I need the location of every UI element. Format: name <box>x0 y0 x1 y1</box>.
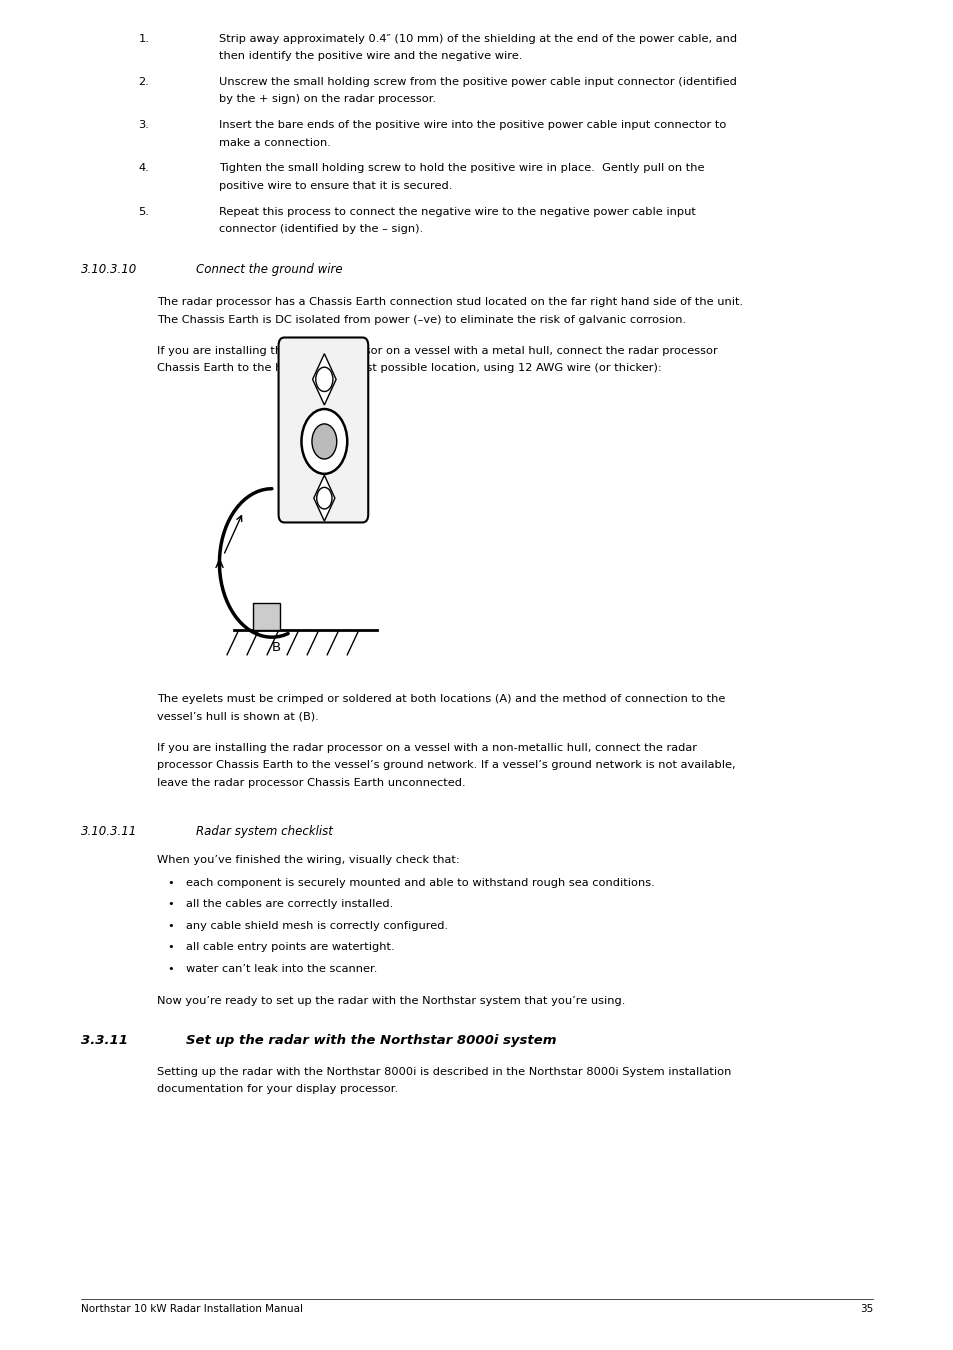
Text: Repeat this process to connect the negative wire to the negative power cable inp: Repeat this process to connect the negat… <box>219 207 696 216</box>
Text: A: A <box>214 516 241 571</box>
Text: •: • <box>167 964 173 973</box>
Text: Setting up the radar with the Northstar 8000i is described in the Northstar 8000: Setting up the radar with the Northstar … <box>157 1066 731 1076</box>
Text: by the + sign) on the radar processor.: by the + sign) on the radar processor. <box>219 95 436 104</box>
Circle shape <box>301 409 347 474</box>
Text: The radar processor has a Chassis Earth connection stud located on the far right: The radar processor has a Chassis Earth … <box>157 297 742 306</box>
Text: any cable shield mesh is correctly configured.: any cable shield mesh is correctly confi… <box>186 921 448 930</box>
Text: If you are installing the radar processor on a vessel with a non-metallic hull, : If you are installing the radar processo… <box>157 743 697 752</box>
Text: Set up the radar with the Northstar 8000i system: Set up the radar with the Northstar 8000… <box>186 1034 556 1048</box>
Text: •: • <box>167 878 173 887</box>
Text: 4.: 4. <box>138 163 149 173</box>
Text: 3.10.3.10: 3.10.3.10 <box>81 263 137 277</box>
Text: Now you’re ready to set up the radar with the Northstar system that you’re using: Now you’re ready to set up the radar wit… <box>157 996 625 1006</box>
Circle shape <box>315 367 333 392</box>
Text: then identify the positive wire and the negative wire.: then identify the positive wire and the … <box>219 51 522 61</box>
Text: vessel’s hull is shown at (B).: vessel’s hull is shown at (B). <box>157 711 319 721</box>
Text: The eyelets must be crimped or soldered at both locations (A) and the method of : The eyelets must be crimped or soldered … <box>157 694 725 703</box>
Text: leave the radar processor Chassis Earth unconnected.: leave the radar processor Chassis Earth … <box>157 778 466 787</box>
Bar <box>253 603 279 630</box>
Text: positive wire to ensure that it is secured.: positive wire to ensure that it is secur… <box>219 181 453 190</box>
Text: If you are installing the radar processor on a vessel with a metal hull, connect: If you are installing the radar processo… <box>157 346 718 355</box>
Text: •: • <box>167 921 173 930</box>
Text: Tighten the small holding screw to hold the positive wire in place.  Gently pull: Tighten the small holding screw to hold … <box>219 163 704 173</box>
Text: 5.: 5. <box>138 207 149 216</box>
Circle shape <box>316 487 332 509</box>
Text: Radar system checklist: Radar system checklist <box>195 825 332 838</box>
Text: 2.: 2. <box>138 77 149 86</box>
Text: Northstar 10 kW Radar Installation Manual: Northstar 10 kW Radar Installation Manua… <box>81 1304 303 1314</box>
Text: Unscrew the small holding screw from the positive power cable input connector (i: Unscrew the small holding screw from the… <box>219 77 737 86</box>
Text: Insert the bare ends of the positive wire into the positive power cable input co: Insert the bare ends of the positive wir… <box>219 120 726 130</box>
Text: each component is securely mounted and able to withstand rough sea conditions.: each component is securely mounted and a… <box>186 878 654 887</box>
Text: B: B <box>272 641 281 655</box>
Circle shape <box>312 424 336 459</box>
Polygon shape <box>313 354 335 405</box>
Text: •: • <box>167 899 173 909</box>
FancyBboxPatch shape <box>278 338 368 522</box>
Text: documentation for your display processor.: documentation for your display processor… <box>157 1084 398 1094</box>
Text: When you’ve finished the wiring, visually check that:: When you’ve finished the wiring, visuall… <box>157 855 459 864</box>
Text: 3.3.11: 3.3.11 <box>81 1034 128 1048</box>
Text: 35: 35 <box>859 1304 872 1314</box>
Text: make a connection.: make a connection. <box>219 138 331 147</box>
Text: processor Chassis Earth to the vessel’s ground network. If a vessel’s ground net: processor Chassis Earth to the vessel’s … <box>157 760 736 770</box>
Text: Connect the ground wire: Connect the ground wire <box>195 263 342 277</box>
Text: connector (identified by the – sign).: connector (identified by the – sign). <box>219 224 423 234</box>
Text: Chassis Earth to the hull at the closest possible location, using 12 AWG wire (o: Chassis Earth to the hull at the closest… <box>157 363 661 373</box>
Polygon shape <box>314 475 335 521</box>
Text: Strip away approximately 0.4″ (10 mm) of the shielding at the end of the power c: Strip away approximately 0.4″ (10 mm) of… <box>219 34 737 43</box>
Text: water can’t leak into the scanner.: water can’t leak into the scanner. <box>186 964 377 973</box>
Text: all the cables are correctly installed.: all the cables are correctly installed. <box>186 899 393 909</box>
Text: The Chassis Earth is DC isolated from power (–ve) to eliminate the risk of galva: The Chassis Earth is DC isolated from po… <box>157 315 686 324</box>
Text: 3.10.3.11: 3.10.3.11 <box>81 825 137 838</box>
Text: 1.: 1. <box>138 34 149 43</box>
Text: 3.: 3. <box>138 120 149 130</box>
Text: •: • <box>167 942 173 952</box>
Text: all cable entry points are watertight.: all cable entry points are watertight. <box>186 942 395 952</box>
